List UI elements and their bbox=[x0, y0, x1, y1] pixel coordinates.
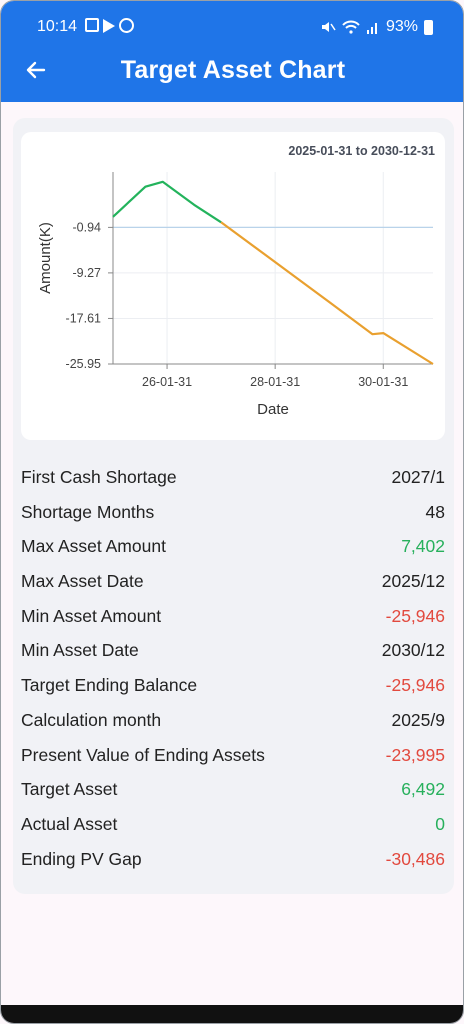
summary-label: Shortage Months bbox=[21, 501, 155, 522]
back-arrow-icon[interactable] bbox=[23, 57, 49, 83]
summary-label: Ending PV Gap bbox=[21, 848, 142, 869]
summary-label: Min Asset Amount bbox=[21, 605, 162, 626]
x-axis-label: Date bbox=[257, 401, 289, 418]
page-title: Target Asset Chart bbox=[120, 56, 346, 84]
summary-label: Min Asset Date bbox=[21, 640, 139, 661]
summary-label: Actual Asset bbox=[21, 813, 118, 834]
summary-value: 0 bbox=[435, 813, 445, 834]
notification-icons bbox=[85, 18, 134, 33]
asset-line-chart: -0.94 -9.27 -17.61 -25.95 26-01-31 28-01-31 30… bbox=[37, 172, 434, 418]
summary-row: Min Asset Amount -25,946 bbox=[21, 600, 445, 635]
summary-label: Calculation month bbox=[21, 709, 162, 730]
summary-row: Shortage Months 48 bbox=[21, 496, 445, 531]
summary-row: Max Asset Amount 7,402 bbox=[21, 530, 445, 565]
summary-value: 2027/1 bbox=[391, 467, 445, 487]
x-tick-label: 28-01-31 bbox=[250, 375, 300, 389]
summary-label: Target Asset bbox=[21, 779, 118, 800]
summary-row: Target Ending Balance -25,946 bbox=[21, 669, 445, 704]
series-line bbox=[220, 221, 434, 365]
signal-icon bbox=[366, 23, 377, 34]
mute-icon bbox=[321, 22, 336, 32]
summary-value: -30,486 bbox=[385, 848, 445, 869]
y-tick-label: -9.27 bbox=[73, 266, 102, 280]
y-tick-label: -17.61 bbox=[66, 311, 101, 325]
summary-value: -25,946 bbox=[385, 675, 445, 696]
summary-value: 2025/12 bbox=[381, 571, 445, 592]
summary-row: First Cash Shortage 2027/1 bbox=[21, 461, 445, 496]
y-tick-label: -25.95 bbox=[66, 357, 101, 371]
content-panel: 2025-01-31 to 2030-12-31 -0.94 -9.27 -17.6… bbox=[13, 118, 454, 894]
summary-row: Ending PV Gap -30,486 bbox=[21, 843, 445, 878]
summary-value: 2025/9 bbox=[391, 709, 445, 730]
navigation-bar bbox=[1, 1005, 463, 1023]
status-bar: 10:14 93% bbox=[1, 15, 463, 41]
summary-value: -23,995 bbox=[385, 744, 445, 765]
chart-card: 2025-01-31 to 2030-12-31 -0.94 -9.27 -17.6… bbox=[21, 132, 445, 440]
summary-label: Max Asset Date bbox=[21, 571, 144, 592]
summary-row: Actual Asset 0 bbox=[21, 808, 445, 843]
summary-value: 2030/12 bbox=[381, 640, 445, 661]
app-bar: 10:14 93% Target Asset Chart bbox=[1, 1, 463, 102]
summary-row: Present Value of Ending Assets -23,995 bbox=[21, 739, 445, 774]
date-range-label: 2025-01-31 to 2030-12-31 bbox=[288, 144, 435, 158]
summary-row: Max Asset Date 2025/12 bbox=[21, 565, 445, 600]
x-tick-label: 30-01-31 bbox=[358, 375, 408, 389]
summary-row: Target Asset 6,492 bbox=[21, 773, 445, 808]
summary-label: Target Ending Balance bbox=[21, 675, 198, 696]
image-icon bbox=[85, 18, 99, 32]
summary-row: Calculation month 2025/9 bbox=[21, 704, 445, 739]
summary-value: 7,402 bbox=[401, 536, 445, 557]
y-axis-label: Amount(K) bbox=[37, 222, 54, 294]
summary-value: 48 bbox=[425, 501, 445, 522]
summary-row: Min Asset Date 2030/12 bbox=[21, 634, 445, 669]
summary-value: -25,946 bbox=[385, 605, 445, 626]
circle-icon bbox=[119, 18, 134, 33]
battery-icon bbox=[424, 19, 433, 35]
battery-percent: 93% bbox=[385, 18, 418, 35]
wifi-icon bbox=[342, 20, 360, 34]
summary-label: Max Asset Amount bbox=[21, 536, 166, 557]
y-tick-label: -0.94 bbox=[73, 220, 102, 234]
summary-value: 6,492 bbox=[401, 779, 445, 800]
system-icons: 93% bbox=[320, 18, 433, 36]
play-icon bbox=[103, 19, 115, 33]
summary-label: First Cash Shortage bbox=[21, 467, 177, 487]
series-line bbox=[112, 180, 222, 224]
x-tick-label: 26-01-31 bbox=[142, 375, 192, 389]
summary-label: Present Value of Ending Assets bbox=[21, 744, 265, 765]
summary-list: First Cash Shortage 2027/1 Shortage Months… bbox=[21, 461, 445, 877]
status-time: 10:14 bbox=[37, 18, 78, 35]
